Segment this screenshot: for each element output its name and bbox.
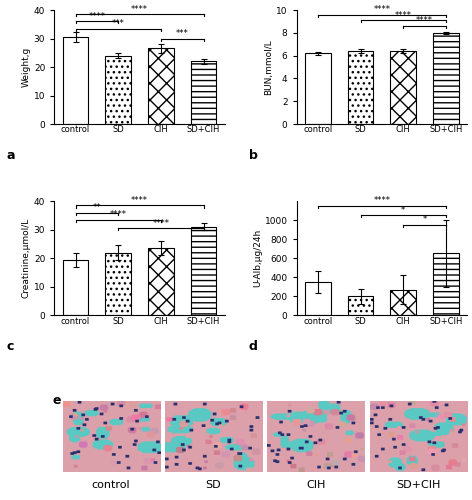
Text: ****: **** xyxy=(395,10,412,20)
Text: *: * xyxy=(401,206,405,215)
Y-axis label: BUN,mmol/L: BUN,mmol/L xyxy=(264,39,273,95)
Text: ***: *** xyxy=(112,19,125,28)
Bar xyxy=(63,37,88,124)
Text: d: d xyxy=(249,340,258,353)
Bar xyxy=(433,254,459,315)
Text: **: ** xyxy=(93,203,101,212)
Text: SD+CIH: SD+CIH xyxy=(396,480,440,490)
Text: ****: **** xyxy=(110,210,127,219)
Bar xyxy=(433,33,459,124)
Bar xyxy=(191,62,216,124)
Bar xyxy=(348,51,373,124)
Text: e: e xyxy=(52,394,61,407)
Text: CIH: CIH xyxy=(306,480,326,490)
Bar xyxy=(305,54,331,124)
Text: ****: **** xyxy=(416,16,433,26)
Text: ****: **** xyxy=(88,12,105,21)
Bar xyxy=(63,260,88,315)
Text: ****: **** xyxy=(373,5,390,14)
Bar xyxy=(105,56,131,124)
Bar xyxy=(348,296,373,315)
Y-axis label: U-Alb,μg/24h: U-Alb,μg/24h xyxy=(253,229,262,288)
Text: *: * xyxy=(422,216,427,224)
Y-axis label: Weight,g: Weight,g xyxy=(22,47,31,87)
Text: b: b xyxy=(249,149,258,162)
Bar xyxy=(390,290,416,315)
Bar xyxy=(148,48,174,124)
Text: control: control xyxy=(92,480,130,490)
Text: ****: **** xyxy=(131,4,148,14)
Bar xyxy=(305,282,331,315)
Y-axis label: Creatinine,μmol/L: Creatinine,μmol/L xyxy=(22,218,31,298)
Text: SD: SD xyxy=(206,480,221,490)
Bar xyxy=(191,227,216,315)
Text: ****: **** xyxy=(373,196,390,205)
Text: c: c xyxy=(7,340,14,353)
Bar xyxy=(105,252,131,315)
Text: ***: *** xyxy=(176,29,189,38)
Text: ****: **** xyxy=(131,196,148,205)
Text: ****: **** xyxy=(152,218,169,228)
Text: a: a xyxy=(7,149,15,162)
Bar xyxy=(390,51,416,124)
Bar xyxy=(148,248,174,315)
